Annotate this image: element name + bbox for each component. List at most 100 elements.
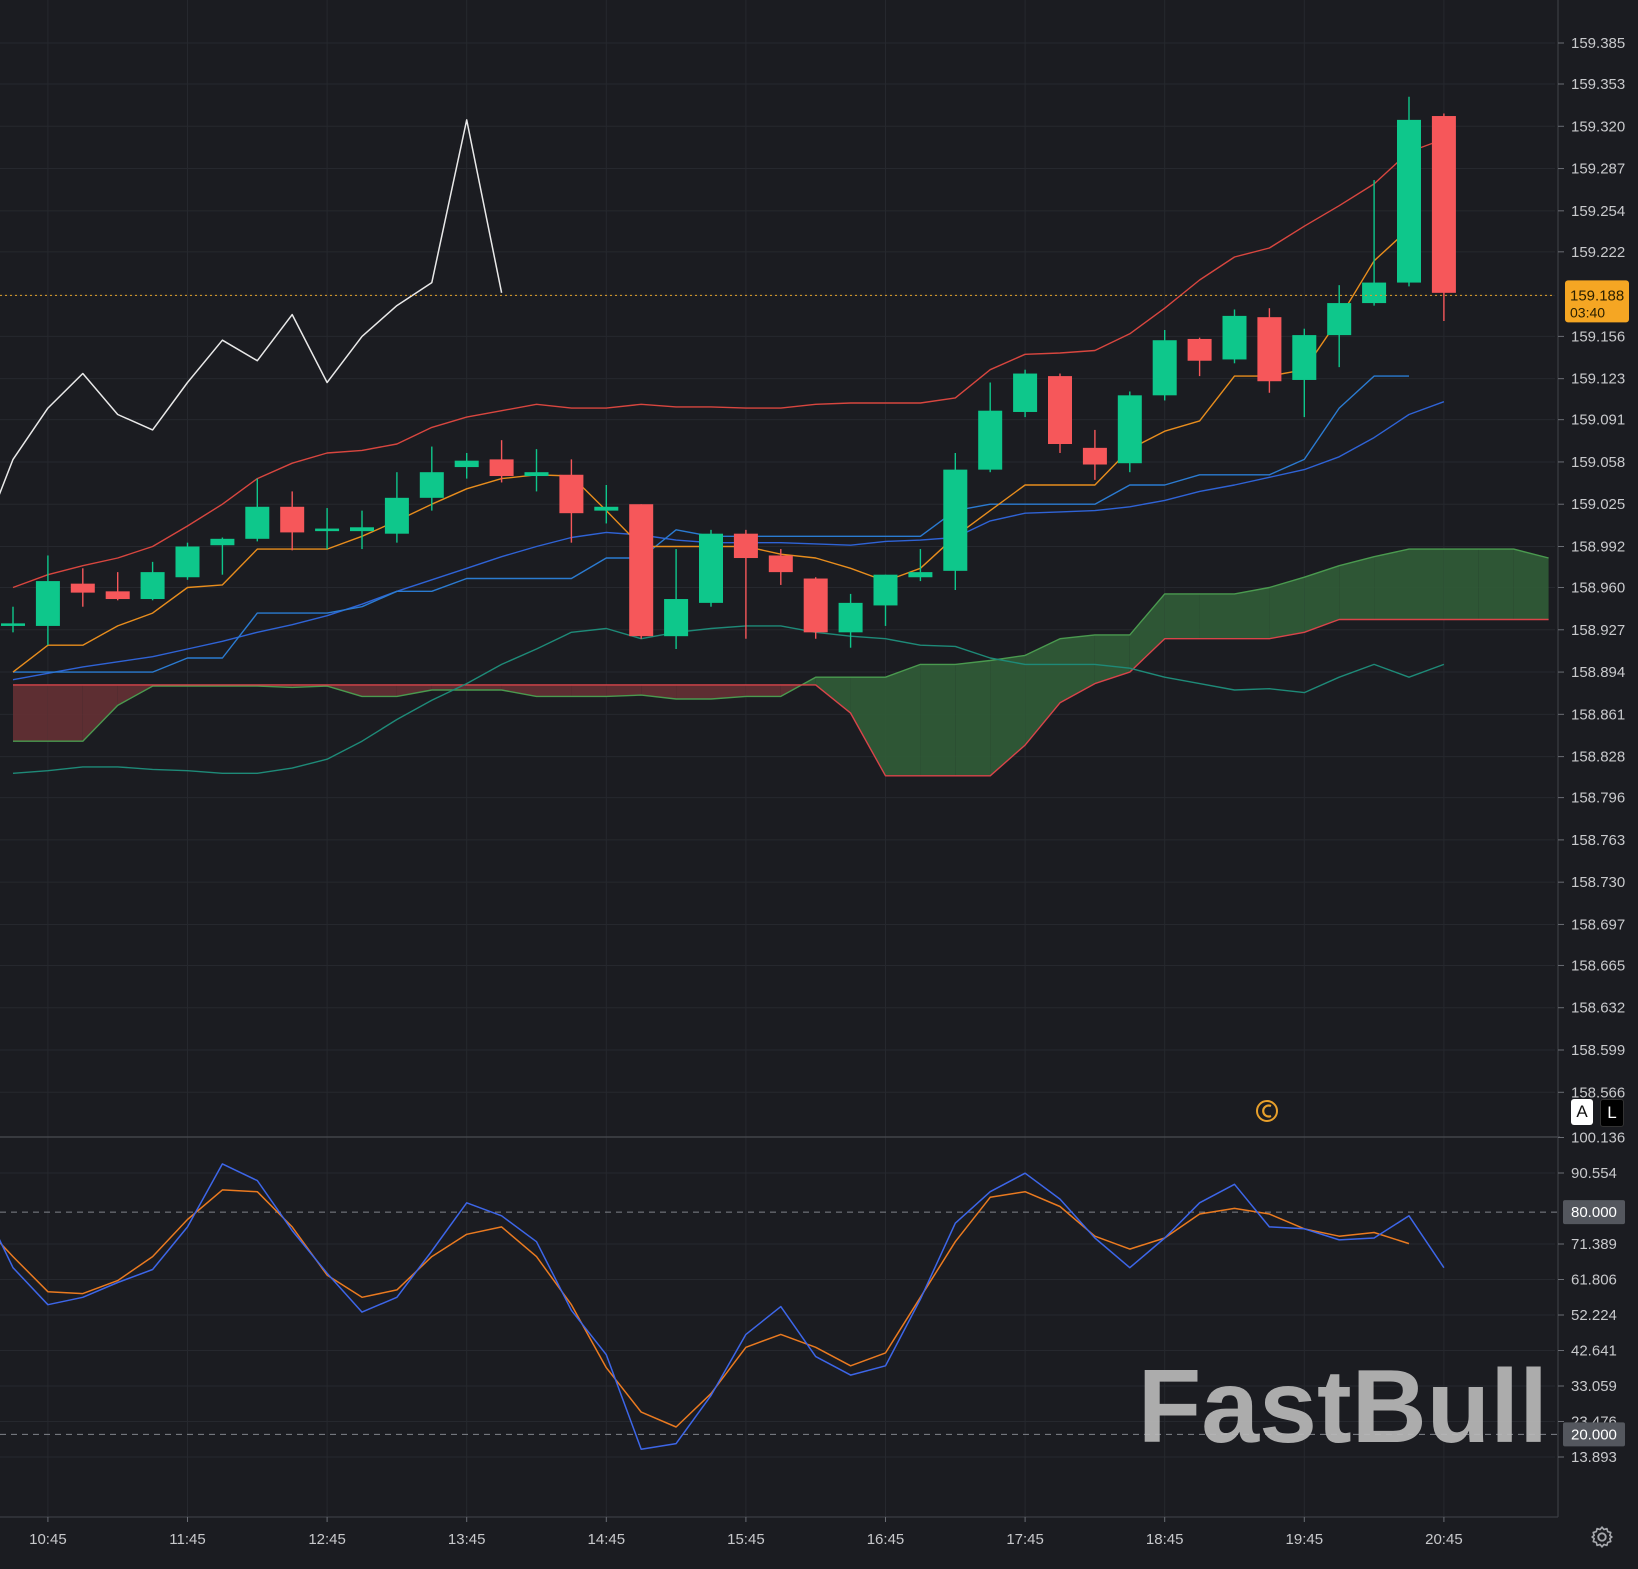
- log-scale-button[interactable]: L: [1600, 1099, 1624, 1127]
- stoch-d-line: [0, 1189, 1410, 1428]
- kumo-segment: [1199, 593, 1235, 639]
- candle-body: [1013, 373, 1038, 412]
- candle: [35, 555, 60, 646]
- kumo-segment: [711, 684, 746, 699]
- stoch-tick-label: 61.806: [1571, 1272, 1617, 1289]
- kumo-segment: [466, 684, 502, 690]
- candle-body: [1082, 447, 1107, 465]
- price-tick-label: 159.058: [1571, 454, 1625, 471]
- candle-body: [733, 533, 758, 559]
- kumo-segment: [1129, 593, 1165, 673]
- candle-body: [175, 546, 200, 578]
- candle: [70, 568, 95, 607]
- kumo-segment: [1409, 549, 1444, 620]
- stoch-level-label: 80.000: [1571, 1204, 1617, 1221]
- auto-scale-button[interactable]: A: [1571, 1099, 1593, 1125]
- candle-body: [1292, 335, 1317, 380]
- candle: [594, 485, 619, 524]
- price-tick-label: 158.960: [1571, 579, 1625, 596]
- logo-c: [1262, 1104, 1272, 1118]
- stoch-tick-label: 42.641: [1571, 1342, 1617, 1359]
- kumo-segment: [1339, 556, 1375, 620]
- kumo-segment: [1060, 634, 1095, 703]
- price-tick-label: 159.156: [1571, 328, 1625, 345]
- logo-ring: [1256, 1100, 1278, 1122]
- candle-body: [35, 581, 60, 626]
- fastbull-c-icon: [1256, 1100, 1278, 1122]
- senkou-span-a-line: [13, 548, 1549, 742]
- kumo-segment: [745, 684, 781, 697]
- time-tick-label: 17:45: [1006, 1531, 1044, 1548]
- time-tick-label: 13:45: [448, 1531, 486, 1548]
- kumo-segment: [676, 684, 711, 699]
- price-tick-label: 158.927: [1571, 622, 1625, 639]
- candle-body: [664, 599, 689, 637]
- candle-body: [1362, 282, 1387, 304]
- stoch-tick-label: 71.389: [1571, 1236, 1617, 1253]
- price-tick-label: 159.091: [1571, 412, 1625, 429]
- time-tick-label: 15:45: [727, 1531, 765, 1548]
- candle-body: [350, 527, 374, 532]
- candle-body: [1117, 395, 1142, 464]
- kumo-segment: [396, 684, 432, 697]
- candle: [1397, 96, 1421, 287]
- price-tick-label: 159.025: [1571, 496, 1625, 513]
- candle-body: [629, 504, 654, 637]
- kumo-cloud: [13, 549, 1549, 776]
- price-tick-label: 158.828: [1571, 749, 1625, 766]
- price-tick-label: 158.599: [1571, 1042, 1625, 1059]
- candle-body: [699, 533, 723, 603]
- stoch-level-badge: [1563, 1422, 1625, 1447]
- price-tick-label: 159.320: [1571, 118, 1625, 135]
- candle: [454, 452, 479, 479]
- price-tick-label: 158.566: [1571, 1084, 1625, 1101]
- candle-body: [315, 528, 340, 532]
- candle-body: [873, 574, 898, 606]
- candle: [1082, 429, 1107, 480]
- candle-body: [454, 460, 479, 468]
- price-tick-label: 158.992: [1571, 539, 1625, 556]
- gear-icon[interactable]: [1588, 1523, 1616, 1551]
- candle: [105, 572, 130, 601]
- kumo-segment: [885, 664, 921, 776]
- candle: [140, 561, 165, 601]
- candle: [1362, 180, 1387, 306]
- stoch-tick-label: 90.554: [1571, 1165, 1617, 1182]
- bollinger-middle-line: [12, 401, 1445, 681]
- candle: [664, 549, 689, 649]
- kumo-segment: [815, 677, 851, 714]
- watermark: FastBull: [1138, 1100, 1548, 1465]
- candle-body: [908, 572, 933, 578]
- kumo-segment: [536, 684, 572, 697]
- candle-body: [245, 506, 270, 539]
- candle-body: [1048, 376, 1072, 445]
- price-tick-label: 159.254: [1571, 203, 1625, 220]
- price-tick-label: 158.632: [1571, 1000, 1625, 1017]
- senkou-span-b-line: [13, 618, 1549, 777]
- kumo-segment: [362, 684, 397, 697]
- time-tick-label: 11:45: [169, 1531, 205, 1548]
- stoch-level-badge: [1563, 1200, 1625, 1225]
- kumo-segment: [571, 684, 607, 697]
- price-tick-label: 158.861: [1571, 706, 1625, 723]
- candle: [1327, 285, 1352, 368]
- stoch-tick-label: 13.893: [1571, 1449, 1617, 1466]
- candle-body: [1187, 338, 1212, 361]
- time-tick-label: 20:45: [1425, 1531, 1463, 1548]
- candle-body: [559, 474, 584, 514]
- candle: [280, 491, 305, 551]
- chikou-line: [0, 119, 503, 495]
- candle-body: [210, 538, 235, 546]
- candle: [1257, 308, 1282, 393]
- stoch-level-label: 20.000: [1571, 1426, 1617, 1443]
- candle-body: [943, 469, 968, 571]
- candle: [908, 549, 933, 582]
- kumo-segment: [47, 684, 83, 742]
- kumo-segment: [1269, 577, 1305, 639]
- time-tick-label: 14:45: [588, 1531, 626, 1548]
- candle: [943, 452, 968, 591]
- kumo-segment: [1164, 593, 1200, 639]
- kumo-segment: [13, 684, 48, 742]
